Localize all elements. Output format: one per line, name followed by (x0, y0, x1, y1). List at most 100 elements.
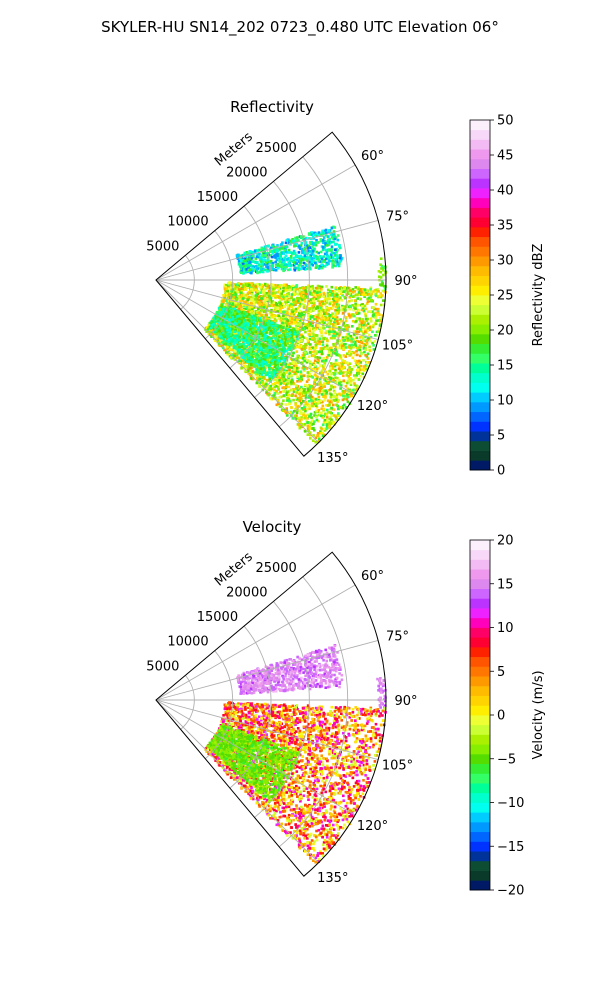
echo-cell (261, 261, 264, 264)
echo-cell (211, 318, 214, 322)
echo-cell (289, 303, 292, 307)
echo-cell (315, 377, 319, 381)
echo-cell (365, 289, 369, 293)
echo-cell (315, 307, 318, 310)
echo-cell (357, 287, 360, 291)
echo-cell (320, 231, 324, 235)
echo-cell (269, 259, 273, 263)
echo-cell (356, 297, 359, 300)
echo-cell (339, 406, 342, 409)
echo-cell (355, 359, 359, 363)
echo-cell (317, 265, 321, 268)
echo-cell (307, 257, 311, 261)
echo-cell (319, 255, 322, 258)
echo-cell (321, 229, 324, 233)
echo-cell (304, 343, 307, 346)
echo-cell (282, 365, 286, 369)
echo-cell (358, 344, 362, 347)
echo-cell (249, 263, 253, 267)
echo-cell (293, 310, 296, 313)
echo-cell (286, 319, 290, 322)
echo-cell (288, 375, 291, 378)
echo-cell (330, 353, 334, 356)
echo-cell (331, 291, 335, 294)
echo-cell (275, 248, 278, 251)
echo-cell (332, 378, 336, 382)
echo-cell (313, 359, 317, 362)
echo-cell (313, 369, 316, 372)
echo-cell (336, 363, 339, 366)
echo-cell (320, 414, 323, 418)
echo-cell (296, 398, 300, 402)
echo-cell (339, 296, 342, 300)
echo-cell (238, 289, 241, 293)
echo-cell (330, 285, 334, 289)
echo-cell (258, 295, 261, 298)
echo-cell (308, 364, 312, 367)
echo-cell (307, 314, 310, 317)
echo-cell (329, 416, 332, 419)
echo-cell (316, 432, 320, 435)
echo-cell (265, 382, 268, 386)
echo-cell (320, 371, 324, 375)
echo-cell (298, 397, 301, 400)
echo-cell (336, 304, 340, 308)
echo-cell (344, 355, 347, 358)
echo-cell (335, 417, 338, 421)
echo-cell (304, 288, 307, 292)
echo-cell (330, 251, 334, 255)
echo-cell (319, 250, 323, 254)
echo-cell (377, 270, 381, 273)
echo-cell (331, 312, 334, 315)
echo-cell (308, 407, 311, 411)
echo-cell (234, 283, 238, 286)
echo-cell (274, 396, 277, 400)
echo-cell (342, 311, 345, 315)
echo-cell (307, 399, 311, 403)
echo-cell (298, 419, 301, 422)
echo-cell (323, 393, 326, 397)
echo-cell (268, 287, 271, 290)
echo-cell (355, 330, 358, 333)
echo-cell (286, 286, 290, 289)
echo-cell (269, 386, 272, 390)
echo-cell (284, 411, 288, 415)
echo-cell (282, 375, 286, 379)
echo-cell (352, 388, 355, 392)
echo-cell (258, 270, 262, 274)
echo-cell (318, 391, 321, 394)
echo-cell (306, 246, 309, 250)
echo-cell (371, 310, 374, 313)
echo-cell (343, 403, 346, 407)
echo-cell (298, 311, 301, 315)
echo-cell (237, 301, 241, 305)
echo-cell (328, 351, 332, 354)
echo-cell (358, 318, 362, 321)
echo-cell (356, 385, 360, 388)
echo-cell (310, 384, 314, 388)
echo-cell (339, 289, 343, 292)
echo-cell (281, 317, 285, 321)
echo-cell (334, 352, 337, 355)
echo-cell (357, 330, 360, 333)
echo-cell (331, 367, 335, 370)
echo-cell (294, 372, 298, 376)
echo-cell (300, 392, 303, 395)
echo-cell (278, 287, 282, 290)
echo-cell (368, 345, 371, 349)
echo-cell (324, 309, 327, 312)
echo-cell (366, 329, 369, 332)
echo-cell (310, 375, 313, 378)
echo-cell (326, 346, 329, 350)
echo-cell (304, 330, 307, 334)
echo-cell (227, 282, 230, 285)
echo-cell (303, 405, 306, 409)
echo-cell (292, 301, 296, 305)
echo-cell (345, 303, 349, 307)
echo-cell (279, 395, 283, 399)
echo-cell (381, 282, 384, 285)
echo-cell (328, 230, 331, 234)
echo-cell (321, 359, 324, 363)
echo-cell (285, 303, 289, 306)
echo-cell (295, 369, 299, 372)
